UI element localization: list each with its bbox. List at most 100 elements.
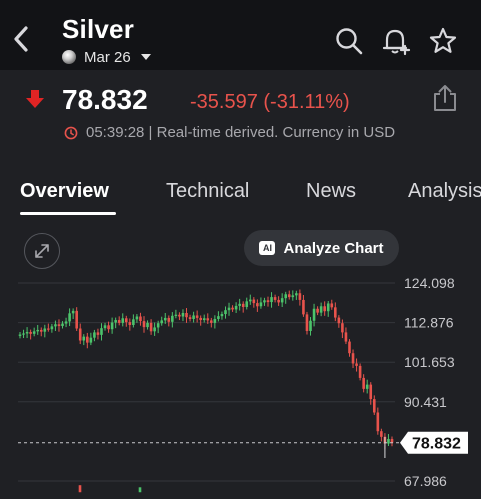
candle-body (39, 329, 43, 332)
candle-body (188, 317, 192, 319)
contract-selector[interactable]: Mar 26 (62, 46, 151, 68)
candle-body (107, 325, 110, 330)
candle-body (380, 431, 383, 437)
candle-body (220, 314, 224, 317)
candle-body (202, 318, 206, 321)
y-tick-label: 112.876 (404, 315, 454, 331)
candle-body (64, 321, 68, 324)
candle-body (181, 312, 185, 317)
candle-body (110, 322, 114, 330)
candle-body (68, 313, 71, 322)
candle-body (365, 384, 369, 389)
y-tick-label: 101.653 (404, 354, 455, 370)
candle-body (344, 332, 348, 342)
candle-body (146, 322, 149, 328)
candle-body (323, 306, 326, 312)
candle-body (61, 323, 64, 327)
tab-analysis[interactable]: Analysis (408, 180, 481, 202)
candle-body (89, 337, 93, 343)
candle-body (234, 305, 238, 310)
candle-body (132, 319, 135, 325)
contract-label: Mar 26 (84, 48, 131, 66)
chevron-down-icon (140, 54, 151, 60)
candle-body (195, 315, 199, 318)
candle-body (71, 310, 75, 314)
candle-body (231, 307, 234, 310)
star-icon[interactable] (428, 26, 458, 56)
instrument-title: Silver (62, 14, 135, 44)
candle-body (266, 300, 270, 303)
expand-arrows-icon (35, 244, 49, 258)
candle-body (326, 303, 330, 312)
candle-body (355, 363, 358, 366)
candle-body (227, 307, 231, 311)
quote-meta: 05:39:28 | Real-time derived. Currency i… (86, 124, 396, 141)
candle-body (224, 310, 227, 315)
back-arrow-icon[interactable] (8, 22, 34, 56)
candle-body (103, 325, 107, 329)
candle-body (319, 306, 323, 313)
candle-body (100, 328, 103, 335)
candle-body (135, 316, 139, 320)
candle-body (351, 353, 355, 364)
candle-body (312, 308, 316, 321)
candle-body (334, 307, 337, 318)
candle-body (18, 334, 22, 336)
candle-body (263, 300, 266, 303)
price-chart[interactable]: 124.098 112.876 101.653 90.431 67.986 78.832 (0, 270, 481, 499)
candle-body (316, 308, 319, 313)
candle-body (22, 333, 25, 335)
candle-body (348, 341, 351, 354)
candle-body (25, 332, 29, 334)
candle-body (376, 412, 380, 432)
active-tab-indicator (20, 212, 116, 215)
candle-body (114, 320, 117, 323)
candle-body (369, 384, 373, 400)
candle-body (280, 298, 284, 303)
tab-technical[interactable]: Technical (166, 180, 250, 202)
candle-body (149, 322, 153, 332)
share-icon[interactable] (432, 84, 458, 112)
candle-body (362, 377, 365, 389)
candle-body (57, 324, 61, 327)
last-price: 78.832 (62, 84, 148, 115)
candle-body (259, 302, 263, 307)
candle-body (270, 297, 273, 303)
candle-body (192, 315, 195, 319)
y-tick-label: 90.431 (404, 394, 447, 410)
candle-body (206, 318, 210, 321)
candle-body (309, 320, 312, 331)
candle-body (139, 316, 142, 322)
candle-body (29, 332, 32, 334)
candle-body (298, 293, 302, 300)
expand-chart-button[interactable] (24, 233, 60, 269)
analyze-chart-button[interactable]: AI Analyze Chart (244, 230, 399, 266)
candle-body (174, 314, 178, 316)
candle-body (36, 329, 40, 332)
add-alert-bell-icon[interactable] (381, 26, 411, 56)
y-tick-label: 67.986 (404, 473, 447, 489)
y-tick-label: 124.098 (404, 275, 455, 291)
candle-body (277, 299, 280, 303)
candle-body (358, 365, 362, 378)
candle-body (302, 299, 305, 315)
silver-coin-icon (62, 50, 76, 64)
tab-overview[interactable]: Overview (20, 180, 109, 202)
tab-news[interactable]: News (306, 180, 357, 202)
candle-body (50, 326, 54, 330)
tab-bar: Overview Technical News Analysis (0, 170, 481, 220)
candle-body (160, 320, 164, 324)
candle-body (124, 318, 128, 323)
candle-body (252, 299, 256, 304)
candle-body (117, 320, 121, 323)
candle-body (185, 312, 188, 318)
candle-body (163, 317, 167, 321)
candle-body (93, 332, 96, 338)
candle-body (82, 336, 86, 341)
candle-body (78, 328, 82, 341)
candle-body (287, 294, 291, 298)
search-icon[interactable] (334, 26, 364, 56)
price-change: -35.597 (-31.11%) (190, 91, 350, 113)
candle-body (138, 487, 142, 493)
candle-body (305, 314, 309, 331)
